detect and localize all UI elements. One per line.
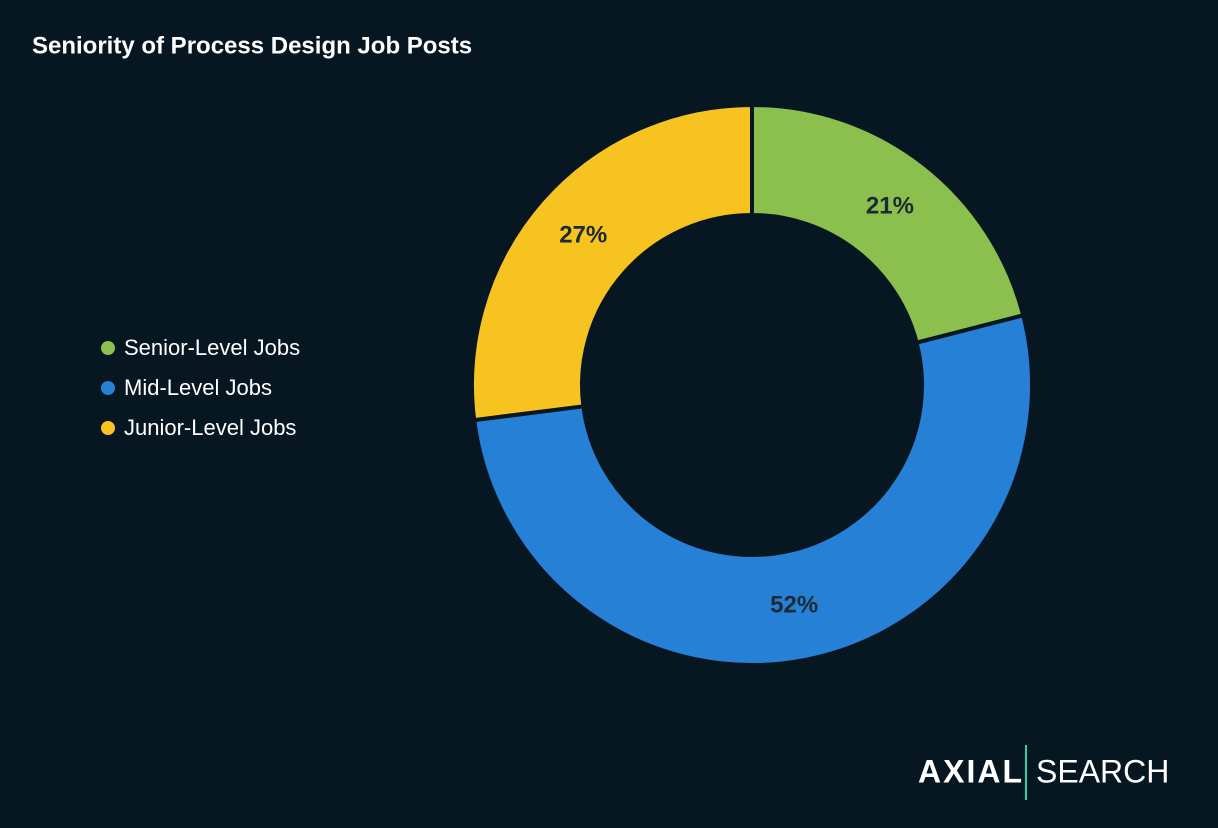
legend-label: Junior-Level Jobs [124, 415, 296, 440]
legend-marker [101, 421, 115, 435]
logo-brand: AXIAL [918, 753, 1024, 789]
legend-label: Senior-Level Jobs [124, 335, 300, 360]
legend-marker [101, 381, 115, 395]
legend-label: Mid-Level Jobs [124, 375, 272, 400]
legend-marker [101, 341, 115, 355]
donut-segment [470, 102, 754, 423]
donut-segment [471, 312, 1035, 668]
donut-segment [750, 102, 1026, 346]
data-label: 21% [866, 193, 914, 220]
chart-title: Seniority of Process Design Job Posts [32, 32, 472, 59]
data-label: 52% [770, 591, 818, 618]
data-label: 27% [559, 222, 607, 249]
logo-product: SEARCH [1036, 753, 1169, 789]
